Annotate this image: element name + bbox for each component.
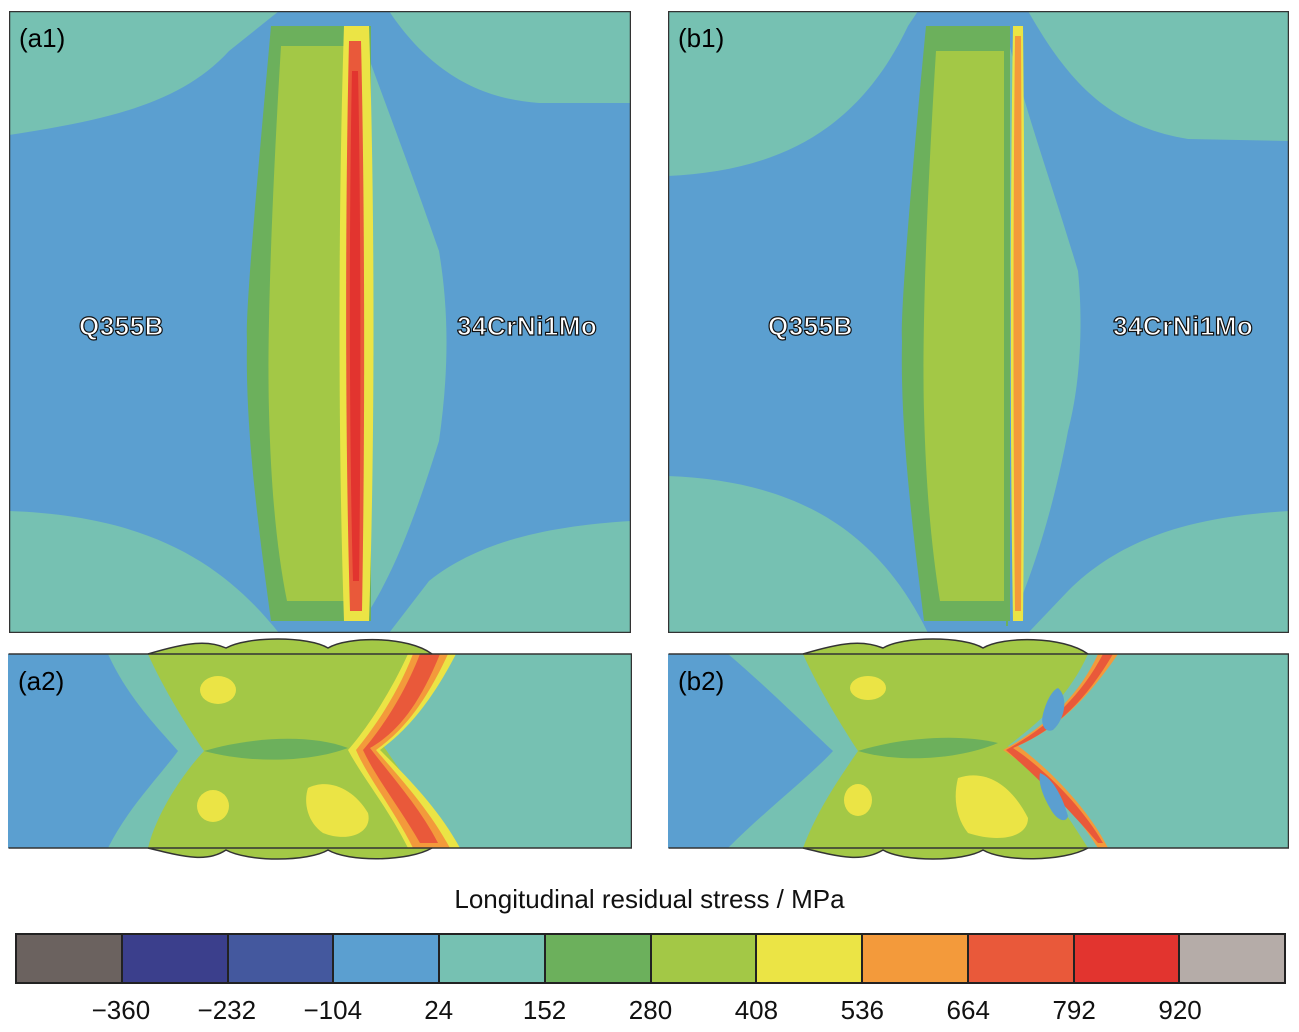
colorbar-tick-label: −360 xyxy=(91,995,151,1025)
colorbar-swatch xyxy=(228,935,335,982)
colorbar-tick-label: −104 xyxy=(303,995,363,1025)
contour-plot-b2 xyxy=(668,638,1289,860)
colorbar-tick-label: −232 xyxy=(197,995,257,1025)
colorbar-swatch xyxy=(17,935,123,982)
colorbar-swatch xyxy=(968,935,1075,982)
colorbar-tick-label: 536 xyxy=(840,995,885,1025)
colorbar-swatch xyxy=(651,935,758,982)
colorbar-swatch xyxy=(440,935,546,982)
colorbar-swatch xyxy=(1074,935,1181,982)
colorbar-tick-label: 664 xyxy=(946,995,990,1025)
colorbar-tick-label: 24 xyxy=(424,995,454,1025)
colorbar-tick-label: 408 xyxy=(734,995,779,1025)
colorbar-tick-label: 280 xyxy=(628,995,673,1025)
contour-plot-a2 xyxy=(8,638,632,860)
colorbar-swatch xyxy=(757,935,863,982)
material-label-left-b1: Q355B xyxy=(767,310,853,341)
material-label-left-a1: Q355B xyxy=(78,310,164,341)
colorbar-swatch xyxy=(545,935,652,982)
material-label-right-b1: 34CrNi1Mo xyxy=(1112,310,1254,341)
panel-b2: (b2) xyxy=(668,638,1289,860)
panel-a2: (a2) xyxy=(8,638,632,860)
colorbar-swatch xyxy=(334,935,440,982)
contour-plot-b1 xyxy=(668,11,1289,633)
panel-a1-label: (a1) xyxy=(19,23,66,53)
colorbar-swatch xyxy=(863,935,969,982)
colorbar-tick-label: 792 xyxy=(1052,995,1096,1025)
colorbar-swatch xyxy=(1180,935,1284,982)
colorbar-swatch xyxy=(122,935,229,982)
panel-b1: (b1) Q355B 34CrNi1Mo xyxy=(668,11,1289,633)
panel-a2-label: (a2) xyxy=(18,666,65,696)
colorbar-tick-label: 152 xyxy=(522,995,567,1025)
colorbar-title: Longitudinal residual stress / MPa xyxy=(454,884,845,914)
colorbar-tick-label: 920 xyxy=(1158,995,1202,1025)
panel-b1-label: (b1) xyxy=(678,23,725,53)
contour-plot-a1 xyxy=(9,11,631,633)
material-label-right-a1: 34CrNi1Mo xyxy=(456,310,598,341)
panel-b2-label: (b2) xyxy=(678,666,725,696)
panel-a1: (a1) Q355B 34CrNi1Mo xyxy=(9,11,631,633)
colorbar xyxy=(15,933,1286,984)
